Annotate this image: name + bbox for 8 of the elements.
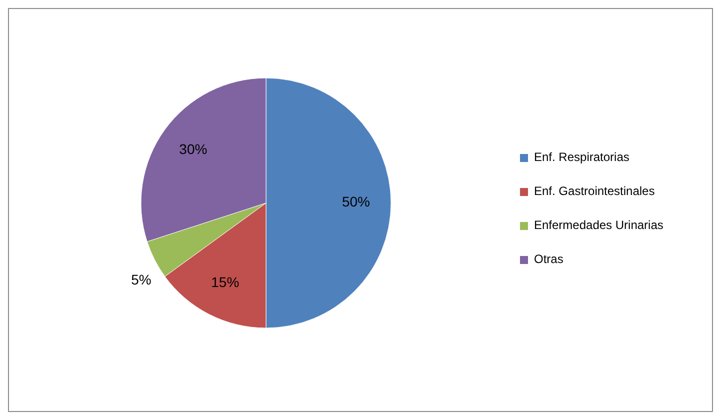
legend-label: Otras (534, 252, 564, 266)
legend-label: Enf. Respiratorias (534, 150, 630, 164)
data-label: 15% (211, 274, 240, 290)
data-label: 30% (179, 140, 208, 157)
data-label: 50% (342, 194, 370, 210)
legend-label: Enfermedades Urinarias (534, 218, 664, 232)
data-label: 5% (131, 271, 152, 288)
legend-label: Enf. Gastrointestinales (534, 184, 655, 198)
